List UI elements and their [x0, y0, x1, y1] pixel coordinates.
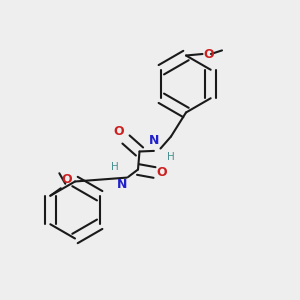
Text: O: O [156, 166, 166, 179]
Text: H: H [111, 163, 119, 172]
Text: H: H [167, 152, 175, 161]
Text: O: O [203, 47, 214, 61]
Text: N: N [148, 134, 159, 147]
Text: O: O [113, 125, 124, 138]
Text: N: N [116, 178, 127, 190]
Text: O: O [61, 173, 72, 186]
